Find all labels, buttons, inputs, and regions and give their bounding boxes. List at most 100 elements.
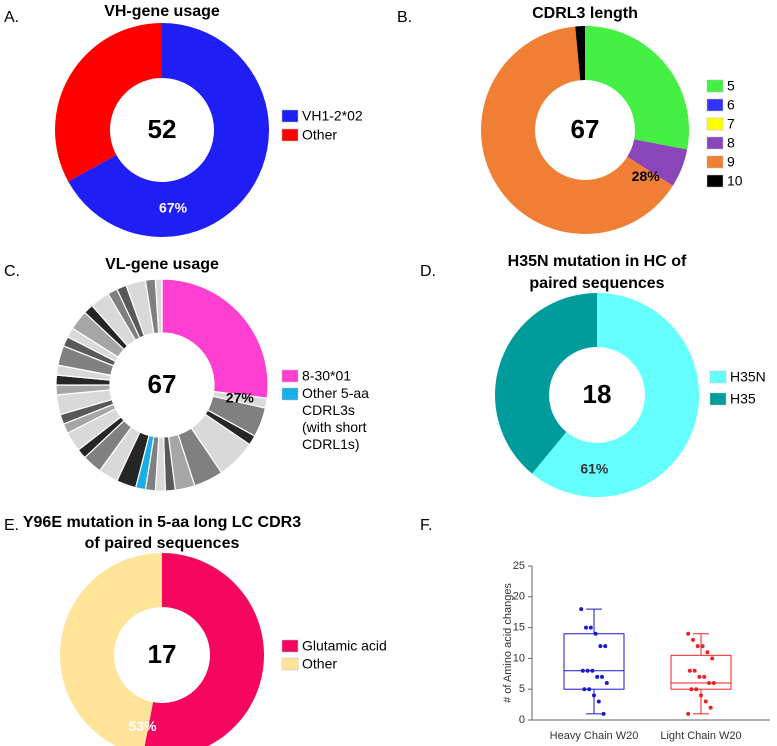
data-point	[686, 711, 691, 716]
value-label: 53%	[129, 718, 158, 734]
data-point	[588, 625, 593, 630]
panel-label: C.	[4, 263, 20, 280]
data-point	[705, 650, 710, 655]
legend-label: 8	[727, 135, 735, 151]
x-tick-label: Light Chain W20	[660, 730, 741, 742]
legend-label: Other	[302, 656, 337, 672]
donut-slice	[68, 23, 270, 238]
data-point	[691, 637, 695, 642]
legend-swatch	[706, 174, 724, 188]
panel-label: B.	[397, 9, 412, 26]
legend-label: H35	[730, 391, 756, 407]
legend-label: Glutamic acid	[302, 638, 387, 654]
legend-swatch	[281, 639, 299, 653]
legend-label: 9	[727, 154, 735, 170]
center-label: 67	[148, 369, 177, 399]
y-tick-label: 5	[519, 683, 525, 695]
legend-label: H35N	[730, 369, 766, 385]
center-label: 18	[583, 379, 612, 409]
legend-label: Other	[302, 127, 337, 143]
donut-slice	[154, 278, 163, 334]
donut-slice	[627, 139, 688, 186]
data-point	[708, 705, 713, 710]
data-point	[604, 681, 609, 686]
data-point	[603, 644, 608, 649]
data-point	[585, 668, 590, 673]
chart-title: Y96E mutation in 5-aa long LC CDR3	[23, 514, 301, 531]
donut-slice	[161, 278, 269, 399]
legend-swatch	[281, 387, 299, 401]
y-tick-label: 25	[513, 560, 525, 572]
legend-label: VH1-2*02	[302, 108, 363, 124]
legend-swatch	[706, 136, 724, 150]
panel-label: A.	[4, 9, 19, 26]
center-label: 17	[148, 639, 177, 669]
data-point	[707, 681, 711, 686]
y-axis-label: # of Amino acid changes	[502, 583, 514, 703]
data-point	[584, 625, 588, 630]
legend-swatch	[706, 98, 724, 112]
data-point	[600, 674, 604, 679]
value-label: 28%	[632, 168, 661, 184]
chart-title: paired sequences	[529, 275, 664, 292]
data-point	[598, 644, 603, 649]
y-tick-label: 15	[513, 622, 525, 634]
data-point	[700, 644, 705, 649]
chart-title: CDRL3 length	[532, 5, 638, 22]
data-point	[593, 631, 598, 636]
box	[563, 633, 625, 690]
panel-label: F.	[420, 517, 432, 534]
data-point	[601, 711, 606, 716]
donut-slice	[575, 26, 585, 81]
box	[670, 654, 732, 690]
chart-title: H35N mutation in HC of	[508, 253, 687, 270]
legend-swatch	[706, 117, 724, 131]
data-point	[587, 687, 592, 692]
value-label: 61%	[580, 461, 609, 477]
data-point	[687, 668, 692, 673]
donut-slice	[585, 26, 690, 150]
x-tick-label: Heavy Chain W20	[550, 730, 639, 742]
data-point	[596, 699, 601, 704]
chart-title: of paired sequences	[85, 535, 240, 552]
y-tick-label: 10	[513, 652, 525, 664]
legend-label: Other 5-aa CDRL3s (with short CDRL1s)	[302, 385, 369, 452]
donut-slice	[144, 553, 264, 746]
y-tick-label: 20	[513, 591, 525, 603]
legend-swatch	[281, 369, 299, 383]
center-label: 67	[571, 114, 600, 144]
data-point	[686, 631, 691, 636]
data-point	[580, 668, 585, 673]
donut-slice	[481, 26, 673, 235]
legend-swatch	[281, 109, 299, 123]
legend-label: 8-30*01	[302, 368, 351, 384]
data-point	[702, 674, 707, 679]
value-label: 67%	[159, 199, 188, 215]
legend-label: 5	[727, 78, 735, 94]
donut-slice	[494, 293, 597, 474]
legend-swatch	[706, 79, 724, 93]
legend-label: 6	[727, 97, 735, 113]
legend-label: 10	[727, 173, 743, 189]
data-point	[590, 668, 595, 673]
legend-swatch	[281, 657, 299, 671]
y-tick-label: 0	[519, 714, 525, 726]
chart-title: VH-gene usage	[104, 3, 220, 20]
donut-slice	[60, 553, 162, 746]
data-point	[710, 656, 715, 661]
donut-slice	[55, 23, 162, 182]
legend-swatch	[281, 128, 299, 142]
data-point	[689, 687, 694, 692]
data-point	[695, 644, 700, 649]
donut-slice	[531, 293, 699, 497]
legend-label-box: Other 5-aa CDRL3s (with short CDRL1s)	[302, 385, 369, 452]
panel-label: D.	[420, 263, 436, 280]
legend-swatch	[709, 370, 727, 384]
data-point	[692, 668, 697, 673]
legend-label: 7	[727, 116, 735, 132]
data-point	[699, 693, 703, 698]
panel-label: E.	[4, 517, 19, 534]
legend-swatch	[706, 155, 724, 169]
data-point	[703, 699, 708, 704]
